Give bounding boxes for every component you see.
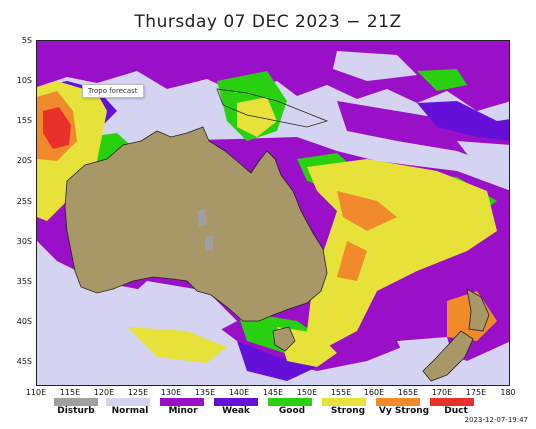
lat-label: 25S	[16, 197, 32, 206]
generation-timestamp: 2023-12-07-19:47	[464, 416, 528, 424]
legend-label-vystrong: Vy Strong	[378, 406, 430, 416]
legend-swatch-vystrong	[376, 398, 420, 406]
legend-label-duct: Duct	[444, 406, 468, 416]
duct-region	[43, 107, 71, 149]
map-title: Thursday 07 DEC 2023 − 21Z	[134, 12, 402, 32]
legend-swatch-minor	[160, 398, 204, 406]
lon-label: 180	[500, 388, 516, 397]
lon-label: 130E	[160, 388, 182, 397]
lon-label: 165E	[397, 388, 419, 397]
disturb-patches	[197, 209, 213, 251]
legend-swatch-weak	[214, 398, 258, 406]
lon-label: 150E	[296, 388, 318, 397]
lon-label: 170E	[431, 388, 453, 397]
legend-swatch-disturb	[54, 398, 98, 406]
lon-label: 110E	[25, 388, 47, 397]
legend-label-disturb: Disturb	[57, 406, 95, 416]
legend-label-normal: Normal	[111, 406, 149, 416]
lon-label: 160E	[363, 388, 385, 397]
normal-patches	[37, 51, 509, 381]
new-zealand-north	[466, 288, 490, 332]
legend-swatch-strong	[322, 398, 366, 406]
lon-label: 120E	[93, 388, 115, 397]
tasmania-landmass	[272, 326, 296, 352]
lon-label: 145E	[262, 388, 284, 397]
legend-swatch-good	[268, 398, 312, 406]
lat-label: 35S	[16, 277, 32, 286]
legend-label-weak: Weak	[222, 406, 250, 416]
tropo-map[interactable]	[36, 40, 510, 386]
lon-label: 175E	[465, 388, 487, 397]
lat-label: 10S	[16, 76, 32, 85]
lat-label: 40S	[16, 317, 32, 326]
lat-label: 20S	[16, 156, 32, 165]
legend-label-minor: Minor	[168, 406, 198, 416]
propagation-map-svg	[37, 41, 509, 385]
tropo-forecast-tooltip: Tropo forecast	[82, 84, 144, 98]
lat-label: 45S	[16, 357, 32, 366]
legend-swatch-normal	[106, 398, 150, 406]
legend-swatch-duct	[430, 398, 474, 406]
lat-label: 30S	[16, 237, 32, 246]
lon-label: 140E	[228, 388, 250, 397]
lon-label: 155E	[330, 388, 352, 397]
lat-label: 15S	[16, 116, 32, 125]
lon-label: 115E	[59, 388, 81, 397]
legend-label-strong: Strong	[330, 406, 366, 416]
legend-label-good: Good	[278, 406, 306, 416]
lat-label: 5S	[21, 36, 32, 45]
australia-landmass	[64, 126, 328, 322]
new-zealand-south	[422, 330, 474, 382]
lon-label: 125E	[127, 388, 149, 397]
lon-label: 135E	[194, 388, 216, 397]
new-guinea-landmass	[216, 88, 329, 128]
